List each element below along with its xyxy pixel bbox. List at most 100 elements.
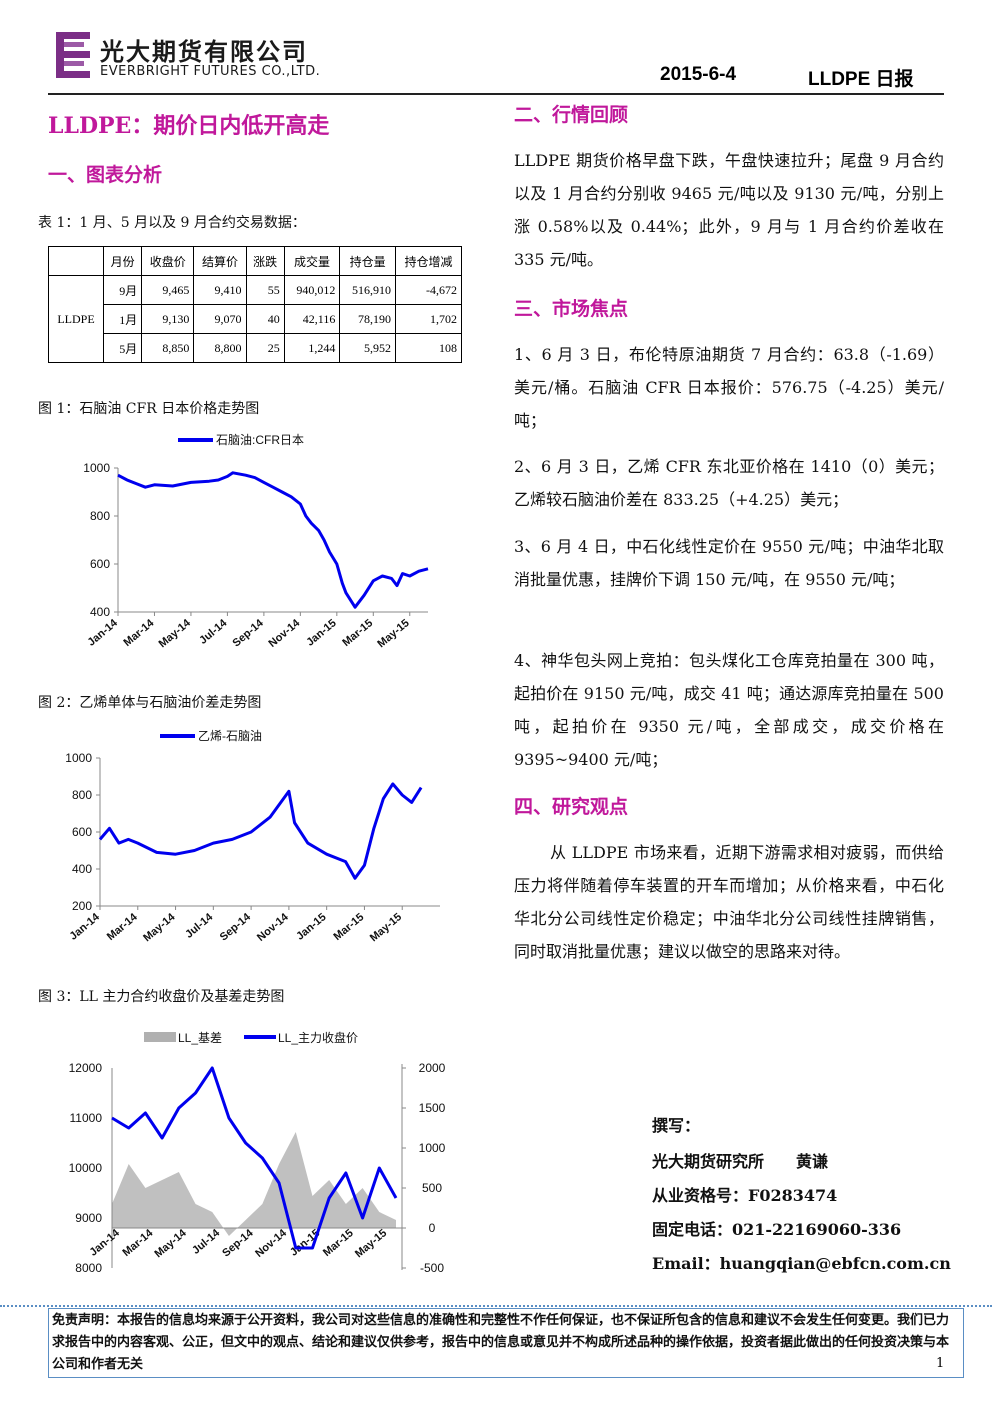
x-tick-label: Sep-14 bbox=[220, 1227, 256, 1260]
section-market-focus-heading: 三、市场焦点 bbox=[514, 298, 629, 320]
legend-swatch bbox=[144, 1032, 176, 1042]
y-tick-label: 400 bbox=[90, 605, 110, 619]
research-view-text: 从 LLDPE 市场来看，近期下游需求相对疲弱，而供给压力将伴随着停车装置的开车… bbox=[514, 843, 944, 961]
header-divider bbox=[48, 93, 944, 95]
x-tick-label: Jul-14 bbox=[183, 911, 216, 941]
y-tick-label: 400 bbox=[72, 862, 92, 876]
author-phone: 固定电话：021-22169060-336 bbox=[652, 1220, 902, 1239]
report-product: LLDPE 日报 bbox=[808, 69, 914, 90]
x-tick-label: May-15 bbox=[353, 1227, 389, 1260]
y-tick-label: 600 bbox=[90, 557, 110, 571]
market-focus-item: 3、6 月 4 日，中石化线性定价在 9550 元/吨；中油华北取消批量优惠，挂… bbox=[514, 537, 944, 589]
table-cell: 5月 bbox=[102, 333, 143, 363]
legend-label: 乙烯-石脑油 bbox=[198, 729, 262, 743]
table-cell: 1月 bbox=[102, 304, 143, 334]
x-tick-label: Mar-15 bbox=[340, 617, 375, 649]
y-tick-label: 1000 bbox=[65, 751, 92, 765]
x-tick-label: Mar-14 bbox=[120, 1227, 156, 1260]
table-cell: 1,244 bbox=[283, 333, 341, 363]
table-cell: 9,130 bbox=[141, 304, 195, 334]
market-focus-item: 1、6 月 3 日，布伦特原油期货 7 月合约：63.8（-1.69）美元/桶。… bbox=[514, 345, 944, 430]
x-tick-label: Mar-15 bbox=[331, 911, 366, 943]
table-cell: 25 bbox=[245, 333, 285, 363]
table-cell: 40 bbox=[245, 304, 285, 334]
table-row: 5月 8,850 8,800 25 1,244 5,952 108 bbox=[49, 333, 463, 363]
table-cell: 940,012 bbox=[283, 275, 341, 305]
contract-data-table: 月份 收盘价 结算价 涨跌 成交量 持仓量 持仓增减 LLDPE 9月 9,46… bbox=[48, 246, 463, 363]
table-header-cell: 成交量 bbox=[283, 246, 341, 276]
table-header-cell: 持仓量 bbox=[339, 246, 396, 276]
page-number: 1 bbox=[936, 1356, 945, 1371]
table-header-cell: 持仓增减 bbox=[394, 246, 463, 276]
disclaimer-text: 免责声明：本报告的信息均来源于公开资料，我公司对这些信息的准确性和完整性不作任何… bbox=[52, 1313, 950, 1372]
right-tick-label: 0 bbox=[429, 1221, 436, 1235]
basis-area bbox=[112, 1132, 396, 1236]
author-name: 光大期货研究所 黄谦 bbox=[652, 1152, 829, 1171]
x-tick-label: May-14 bbox=[152, 1227, 189, 1261]
y-tick-label: 600 bbox=[72, 825, 92, 839]
market-review-text: LLDPE 期货价格早盘下跌，午盘快速拉升；尾盘 9 月合约以及 1 月合约分别… bbox=[514, 151, 944, 269]
market-focus-item: 2、6 月 3 日，乙烯 CFR 东北亚价格在 1410（0）美元；乙烯较石脑油… bbox=[514, 457, 944, 509]
table-cell: 42,116 bbox=[283, 304, 341, 334]
report-title: LLDPE：期价日内低开高走 bbox=[48, 113, 330, 139]
x-tick-label: Mar-14 bbox=[105, 911, 141, 944]
table-cell: 55 bbox=[245, 275, 285, 305]
company-logo-icon bbox=[56, 32, 90, 78]
table-cell: 9月 bbox=[102, 275, 143, 305]
table-cell: 9,465 bbox=[141, 275, 195, 305]
table-cell: 8,850 bbox=[141, 333, 195, 363]
table-header-cell: 结算价 bbox=[193, 246, 247, 276]
right-tick-label: 1500 bbox=[419, 1101, 446, 1115]
report-date: 2015-6-4 bbox=[660, 64, 737, 85]
y-tick-label: 800 bbox=[72, 788, 92, 802]
table-header-cell: 月份 bbox=[102, 246, 143, 276]
right-tick-label: -500 bbox=[420, 1261, 444, 1275]
legend-label: LL_主力收盘价 bbox=[278, 1030, 358, 1045]
x-tick-label: May-15 bbox=[368, 911, 404, 944]
x-tick-label: Jul-14 bbox=[197, 617, 230, 647]
section-market-review-heading: 二、行情回顾 bbox=[514, 104, 629, 126]
table-cell: 5,952 bbox=[339, 333, 396, 363]
x-tick-label: Jan-15 bbox=[304, 617, 338, 649]
table-header-cell: 收盘价 bbox=[141, 246, 195, 276]
table-cell: 8,800 bbox=[193, 333, 247, 363]
x-tick-label: Nov-14 bbox=[266, 617, 302, 650]
table-header-cell: 涨跌 bbox=[245, 246, 285, 276]
x-tick-label: Jan-14 bbox=[88, 1227, 123, 1259]
table-caption: 表 1：1 月、5 月以及 9 月合约交易数据： bbox=[38, 215, 306, 231]
x-tick-label: May-14 bbox=[157, 617, 194, 651]
x-tick-label: Nov-14 bbox=[255, 911, 291, 944]
author-email[interactable]: Email：huangqian@ebfcn.com.cn bbox=[652, 1254, 951, 1273]
figure3-caption: 图 3：LL 主力合约收盘价及基差走势图 bbox=[38, 989, 285, 1005]
table-cell: 1,702 bbox=[394, 304, 463, 334]
section-chart-analysis-heading: 一、图表分析 bbox=[48, 164, 163, 186]
x-tick-label: Mar-14 bbox=[122, 617, 158, 650]
x-tick-label: May-15 bbox=[375, 617, 411, 650]
x-tick-label: Sep-14 bbox=[218, 911, 254, 944]
section-research-view-heading: 四、研究观点 bbox=[514, 796, 629, 818]
author-license: 从业资格号：F0283474 bbox=[652, 1186, 838, 1205]
y-tick-label: 200 bbox=[72, 899, 92, 913]
table-row: LLDPE 9月 9,465 9,410 55 940,012 516,910 … bbox=[48, 275, 463, 363]
right-tick-label: 2000 bbox=[419, 1061, 446, 1075]
author-label: 撰写： bbox=[652, 1116, 701, 1135]
series-line bbox=[98, 782, 423, 880]
disclaimer-box bbox=[48, 1308, 964, 1378]
x-tick-label: Jan-15 bbox=[294, 911, 328, 943]
left-tick-label: 12000 bbox=[69, 1061, 103, 1075]
x-tick-label: Jul-14 bbox=[190, 1227, 223, 1257]
right-tick-label: 1000 bbox=[419, 1141, 446, 1155]
right-tick-label: 500 bbox=[422, 1181, 442, 1195]
legend-label: 石脑油:CFR日本 bbox=[216, 433, 304, 447]
x-tick-label: Nov-14 bbox=[253, 1227, 289, 1260]
x-tick-label: May-14 bbox=[141, 911, 178, 945]
table-cell: 108 bbox=[394, 333, 463, 363]
close-price-line bbox=[111, 1066, 398, 1250]
figure1-caption: 图 1：石脑油 CFR 日本价格走势图 bbox=[38, 401, 260, 417]
left-tick-label: 8000 bbox=[75, 1261, 102, 1275]
left-tick-label: 10000 bbox=[69, 1161, 103, 1175]
table-cell: 9,070 bbox=[193, 304, 247, 334]
y-tick-label: 1000 bbox=[83, 461, 110, 475]
